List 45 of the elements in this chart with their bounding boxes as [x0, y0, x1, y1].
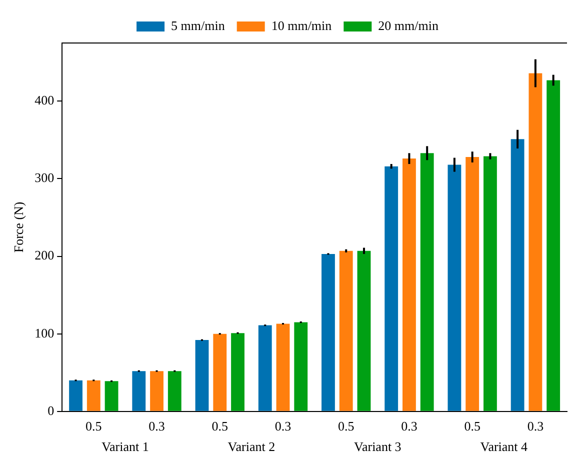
text: Variant 1: [102, 438, 149, 454]
legend-label: 20 mm/min: [378, 18, 439, 33]
x-tick-label: 0.5: [338, 418, 354, 434]
bar: [104, 381, 118, 411]
bar: [213, 334, 227, 411]
x-tick-label: 0.5: [464, 418, 480, 434]
text: Variant 2: [228, 438, 276, 454]
x-tick-label: 0.3: [527, 418, 544, 434]
bar: [168, 371, 182, 411]
x-tick-label: 0.3: [401, 418, 418, 434]
bar: [402, 158, 416, 411]
x-tick-label: 0.5: [212, 418, 228, 434]
bar: [276, 324, 290, 411]
bar: [231, 333, 244, 411]
y-tick-label: 300: [34, 170, 54, 186]
bar: [132, 371, 146, 411]
bar: [384, 166, 398, 411]
bar: [484, 156, 497, 411]
text: Variant 4: [480, 438, 528, 454]
bar: [546, 80, 560, 411]
y-tick-label: 200: [34, 248, 54, 263]
x-tick-label: 0.3: [148, 418, 165, 434]
bar: [86, 380, 100, 411]
legend-label: 5 mm/min: [171, 18, 226, 33]
bar: [150, 371, 164, 411]
y-tick-label: 100: [34, 325, 54, 340]
legend-label: 10 mm/min: [271, 18, 332, 33]
bar: [357, 250, 371, 411]
text: Variant 3: [354, 438, 402, 454]
bar: [528, 73, 542, 411]
y-tick-label: 0: [48, 402, 54, 418]
bar: [339, 250, 353, 411]
bar: [69, 380, 82, 411]
bar: [258, 325, 272, 411]
x-tick-label: 0.5: [86, 418, 102, 434]
y-axis-title: Force (N): [11, 202, 26, 253]
bar: [448, 164, 462, 411]
x-tick-label: 0.3: [274, 418, 292, 434]
bar: [466, 157, 480, 411]
bar: [195, 340, 209, 411]
bar: [510, 139, 524, 411]
bar: [294, 322, 308, 411]
bar: [420, 153, 434, 411]
y-tick-label: 400: [34, 92, 54, 108]
bar: [322, 254, 335, 411]
